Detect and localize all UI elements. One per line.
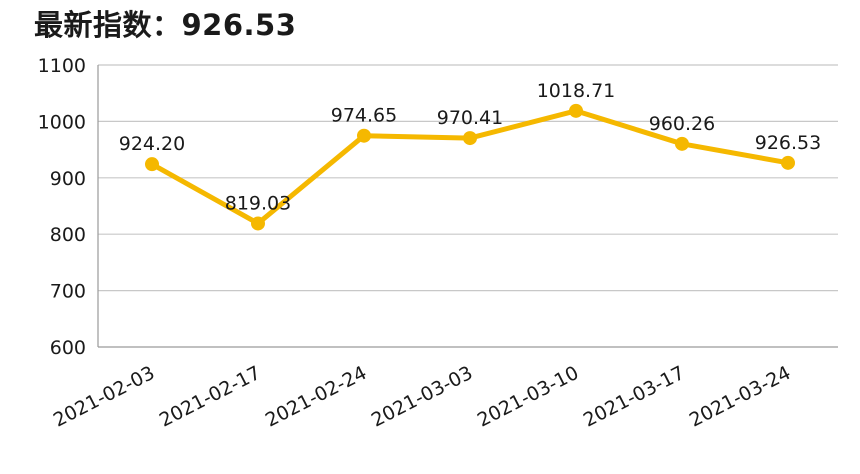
y-tick-label: 600 bbox=[50, 337, 86, 359]
data-point bbox=[675, 136, 689, 151]
y-tick-label: 800 bbox=[50, 224, 86, 246]
data-point bbox=[569, 103, 583, 118]
x-tick-labels: 2021-02-032021-02-172021-02-242021-03-03… bbox=[50, 362, 794, 432]
x-tick-label: 2021-03-17 bbox=[580, 362, 688, 432]
x-tick-label: 2021-03-10 bbox=[474, 362, 582, 432]
data-label: 926.53 bbox=[755, 132, 821, 154]
data-label: 924.20 bbox=[119, 133, 185, 155]
data-point bbox=[781, 155, 795, 170]
data-label: 819.03 bbox=[225, 192, 291, 214]
data-label: 1018.71 bbox=[537, 80, 616, 102]
axes bbox=[97, 65, 838, 348]
data-point bbox=[357, 128, 371, 143]
grid-lines bbox=[98, 64, 838, 292]
data-labels: 924.20 819.03 974.65 970.41 1018.71 960.26 926… bbox=[119, 80, 821, 215]
x-tick-label: 2021-02-17 bbox=[156, 362, 264, 432]
x-tick-label: 2021-03-03 bbox=[368, 362, 476, 432]
data-point bbox=[251, 216, 265, 231]
x-tick-label: 2021-02-24 bbox=[262, 362, 370, 432]
y-tick-labels: 600 700 800 900 1000 1100 bbox=[38, 55, 86, 359]
x-tick-label: 2021-03-24 bbox=[686, 362, 794, 432]
data-point bbox=[145, 157, 159, 172]
data-label: 960.26 bbox=[649, 113, 715, 135]
y-tick-label: 1100 bbox=[38, 55, 86, 77]
y-tick-label: 1000 bbox=[38, 111, 86, 133]
data-point bbox=[463, 131, 477, 146]
x-tick-label: 2021-02-03 bbox=[50, 362, 158, 432]
data-label: 974.65 bbox=[331, 105, 397, 127]
data-label: 970.41 bbox=[437, 107, 503, 129]
data-points bbox=[145, 103, 795, 231]
chart-title: 最新指数：926.53 bbox=[34, 8, 297, 42]
y-tick-label: 700 bbox=[50, 281, 86, 303]
y-tick-label: 900 bbox=[50, 168, 86, 190]
